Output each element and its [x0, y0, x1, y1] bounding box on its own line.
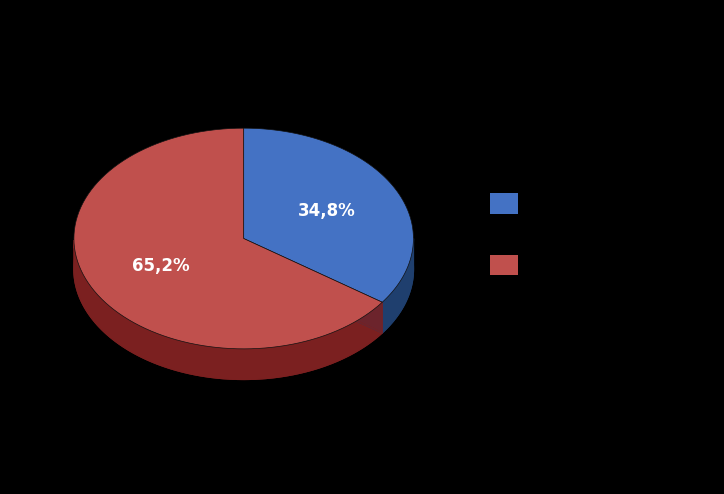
Bar	[490, 193, 518, 214]
Polygon shape	[74, 159, 382, 379]
Text: 34,8%: 34,8%	[298, 202, 355, 220]
Polygon shape	[244, 159, 413, 333]
Polygon shape	[244, 128, 413, 302]
Polygon shape	[244, 239, 382, 333]
Polygon shape	[382, 239, 413, 333]
Bar	[490, 255, 518, 276]
Polygon shape	[74, 240, 382, 379]
Polygon shape	[244, 239, 382, 333]
Text: 65,2%: 65,2%	[132, 257, 190, 275]
Polygon shape	[74, 128, 382, 349]
